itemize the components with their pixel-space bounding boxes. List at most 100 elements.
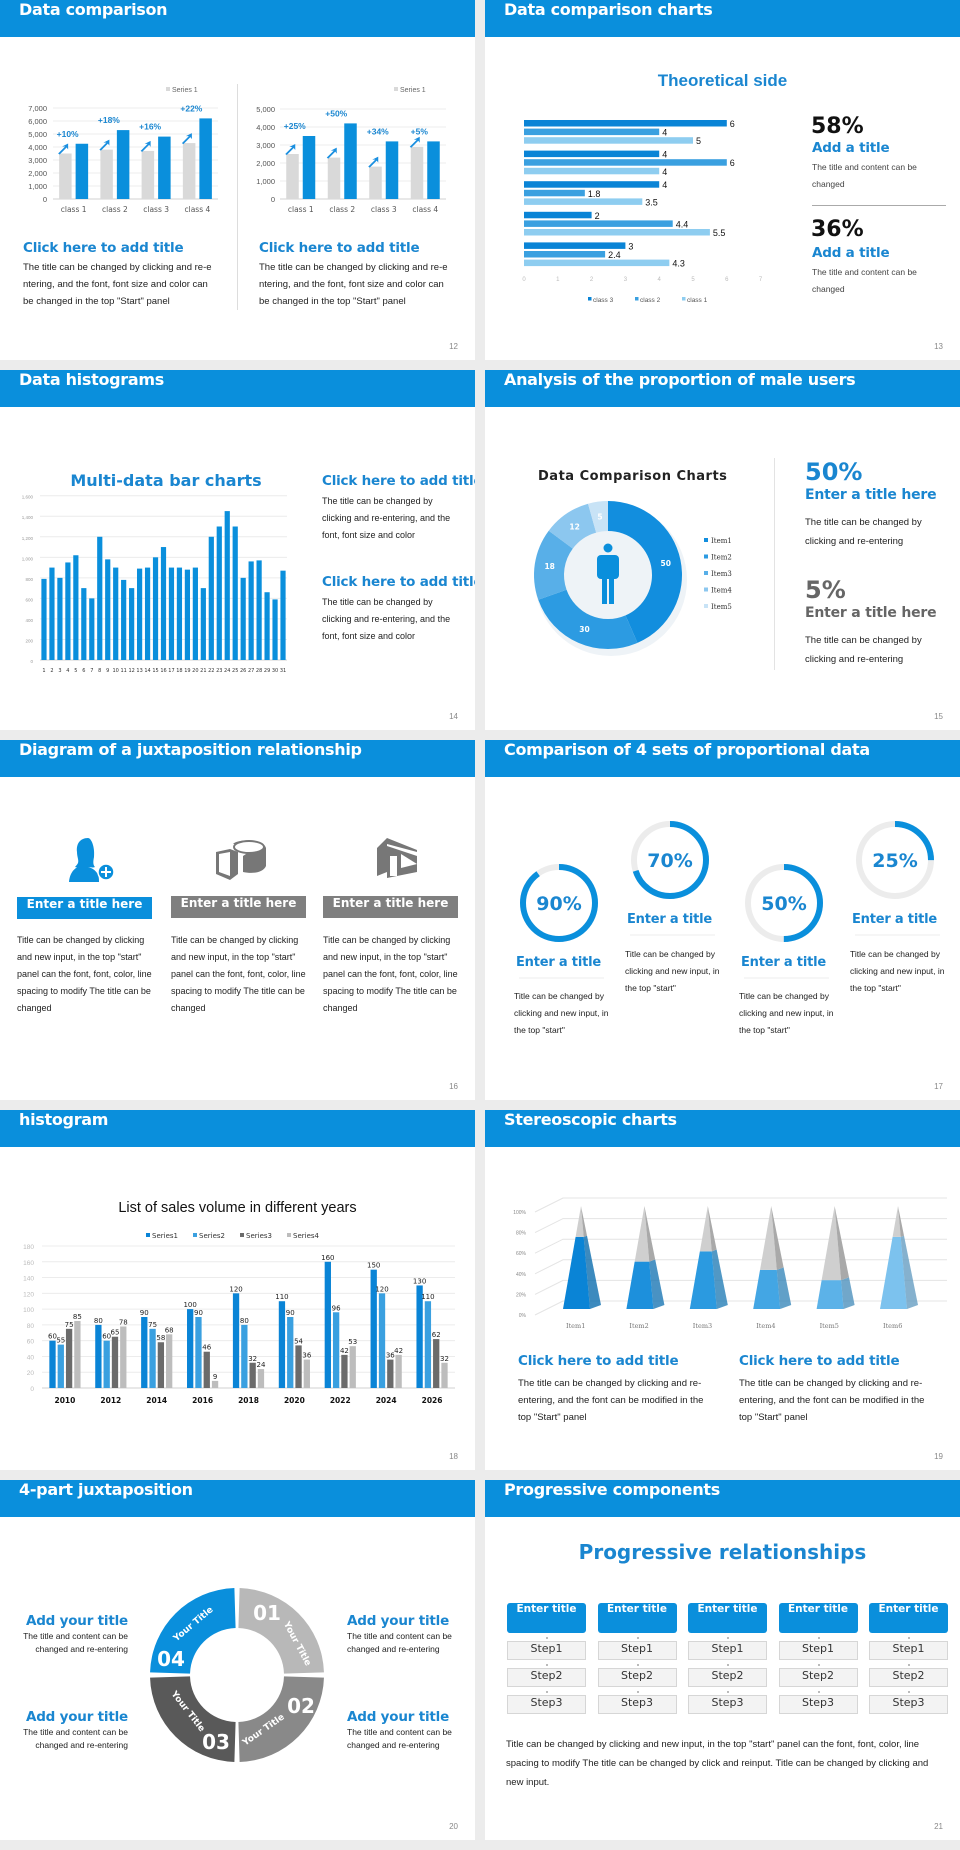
step-box[interactable]: Step1 (688, 1641, 767, 1660)
data-label: 4.4 (676, 219, 689, 229)
block-body[interactable]: The title and content can be changed and… (347, 1631, 452, 1654)
column-title-button[interactable]: Enter title (688, 1603, 767, 1633)
column-title-button[interactable]: Enter title (778, 1603, 858, 1633)
slide-17[interactable]: Comparison of 4 sets of proportional dat… (485, 740, 960, 1100)
x-tick-label: 1 (42, 668, 45, 674)
gridline (534, 1300, 947, 1316)
step-box[interactable]: Step3 (869, 1695, 948, 1714)
step-box[interactable]: Step2 (869, 1668, 948, 1687)
slide-title: Progressive components (504, 1480, 720, 1499)
block-heading[interactable]: Click here to add title (518, 1353, 679, 1369)
left-body[interactable]: The title can be changed by clicking and… (23, 262, 212, 307)
right-body[interactable]: The title can be changed by clicking and… (259, 262, 448, 307)
column-title-button[interactable]: Enter title (597, 1603, 677, 1633)
step-box[interactable]: Step3 (688, 1695, 767, 1714)
stat-heading[interactable]: Enter a title here (805, 487, 937, 503)
bar (81, 588, 87, 660)
ring-heading[interactable]: Enter a title (741, 955, 826, 970)
title-box[interactable]: Enter a title here (323, 896, 458, 918)
step-box[interactable]: Step1 (507, 1641, 586, 1660)
y-tick-label: 1,000 (28, 182, 47, 191)
step-box[interactable]: Step1 (778, 1641, 858, 1660)
slide-14[interactable]: Data histograms Multi-data bar charts 0 2… (0, 370, 475, 730)
block-body[interactable]: The title and content can be changed and… (347, 1727, 452, 1750)
block-body[interactable]: The title can be changed by clicking and… (739, 1378, 925, 1423)
ring-body[interactable]: Title can be changed by clicking and new… (850, 949, 945, 993)
ring-body[interactable]: Title can be changed by clicking and new… (739, 991, 834, 1035)
bar (264, 592, 270, 660)
stat-body[interactable]: The title can be changed by clicking and… (805, 517, 922, 547)
slide-21[interactable]: Progressive components Progressive relat… (485, 1480, 960, 1840)
ring-body[interactable]: Title can be changed by clicking and new… (625, 949, 720, 993)
item-body[interactable]: Title can be changed by clicking and new… (171, 935, 306, 1013)
left-heading[interactable]: Click here to add title (23, 240, 184, 256)
ring-heading[interactable]: Enter a title (852, 912, 937, 927)
ring-heading[interactable]: Enter a title (516, 955, 601, 970)
pyramid-remainder (699, 1206, 712, 1252)
block-heading[interactable]: Add your title (25, 1613, 128, 1629)
step-box[interactable]: Step1 (597, 1641, 677, 1660)
slide-19[interactable]: Stereoscopic charts 0% 20% 40% 60% 80% 100% It… (485, 1110, 960, 1470)
slide-header: Analysis of the proportion of male users (485, 370, 960, 407)
item-body[interactable]: Title can be changed by clicking and new… (17, 935, 152, 1013)
block-heading[interactable]: Click here to add title (739, 1353, 900, 1369)
slide-15[interactable]: Analysis of the proportion of male users… (485, 370, 960, 730)
stat-heading[interactable]: Add a title (812, 245, 890, 261)
body-text[interactable]: Title can be changed by clicking and new… (506, 1739, 929, 1788)
page-number: 19 (934, 1452, 943, 1461)
step-box[interactable]: Step2 (507, 1668, 586, 1687)
ring-body[interactable]: Title can be changed by clicking and new… (514, 991, 609, 1035)
x-tick-label: 6 (82, 668, 85, 674)
bar (203, 1351, 210, 1388)
step-box[interactable]: Step3 (597, 1695, 677, 1714)
bar (182, 143, 196, 199)
x-tick-label: 20 (192, 668, 198, 674)
item-body[interactable]: Title can be changed by clicking and new… (323, 935, 458, 1013)
slide-18[interactable]: histogram List of sales volume in differ… (0, 1110, 475, 1470)
block-body[interactable]: The title can be changed by clicking and… (518, 1378, 704, 1423)
block-heading[interactable]: Click here to add title (322, 574, 475, 590)
slide-13[interactable]: Data comparison charts Theoretical side … (485, 0, 960, 360)
stat-body[interactable]: The title can be changed by clicking and… (805, 635, 922, 665)
data-label: 24 (256, 1361, 265, 1369)
pyramid-side (900, 1235, 918, 1309)
slide-16[interactable]: Diagram of a juxtaposition relationship … (0, 740, 475, 1100)
x-tick-label: 1 (556, 277, 560, 283)
block-heading[interactable]: Add your title (347, 1709, 450, 1725)
slide-12[interactable]: Data comparison 0 1,000 2,000 3,000 4,000 5,0… (0, 0, 475, 360)
block-heading[interactable]: Add your title (25, 1709, 128, 1725)
column-title-button[interactable]: Enter title (869, 1603, 948, 1633)
arrow-icon (368, 156, 379, 168)
gridline (534, 1197, 947, 1213)
stat-body[interactable]: The title and content can be changed (812, 267, 917, 294)
slide-20[interactable]: 4-part juxtaposition 01 Your Title 02 Your … (0, 1480, 475, 1840)
stat-body[interactable]: The title and content can be changed (812, 162, 917, 189)
step-box[interactable]: Step2 (597, 1668, 677, 1687)
ring-heading[interactable]: Enter a title (627, 912, 712, 927)
growth-label: +5% (411, 126, 429, 136)
stat-heading[interactable]: Add a title (812, 140, 890, 156)
title-box[interactable]: Enter a title here (171, 896, 306, 918)
column-title-button[interactable]: Enter title (507, 1603, 586, 1633)
block-body[interactable]: The title can be changed by clicking and… (322, 597, 451, 641)
x-tick-label: Item3 (693, 1322, 712, 1330)
block-body[interactable]: The title and content can be changed and… (23, 1631, 128, 1654)
bar (176, 567, 183, 660)
step-box[interactable]: Step2 (778, 1668, 858, 1687)
connector-dot (546, 1637, 548, 1639)
step-box[interactable]: Step3 (507, 1695, 586, 1714)
block-body[interactable]: The title and content can be changed and… (23, 1727, 128, 1750)
block-body[interactable]: The title can be changed by clicking and… (322, 496, 451, 540)
right-heading[interactable]: Click here to add title (259, 240, 420, 256)
segment-number: 03 (202, 1730, 230, 1754)
bar (344, 123, 357, 199)
pyramid-remainder (821, 1206, 842, 1281)
step-box[interactable]: Step3 (778, 1695, 858, 1714)
stat-heading[interactable]: Enter a title here (805, 605, 937, 621)
title-box[interactable]: Enter a title here (17, 897, 152, 919)
block-heading[interactable]: Click here to add title (322, 473, 475, 489)
block-heading[interactable]: Add your title (347, 1613, 450, 1629)
step-box[interactable]: Step2 (688, 1668, 767, 1687)
data-label: 120 (229, 1285, 242, 1293)
step-box[interactable]: Step1 (869, 1641, 948, 1660)
